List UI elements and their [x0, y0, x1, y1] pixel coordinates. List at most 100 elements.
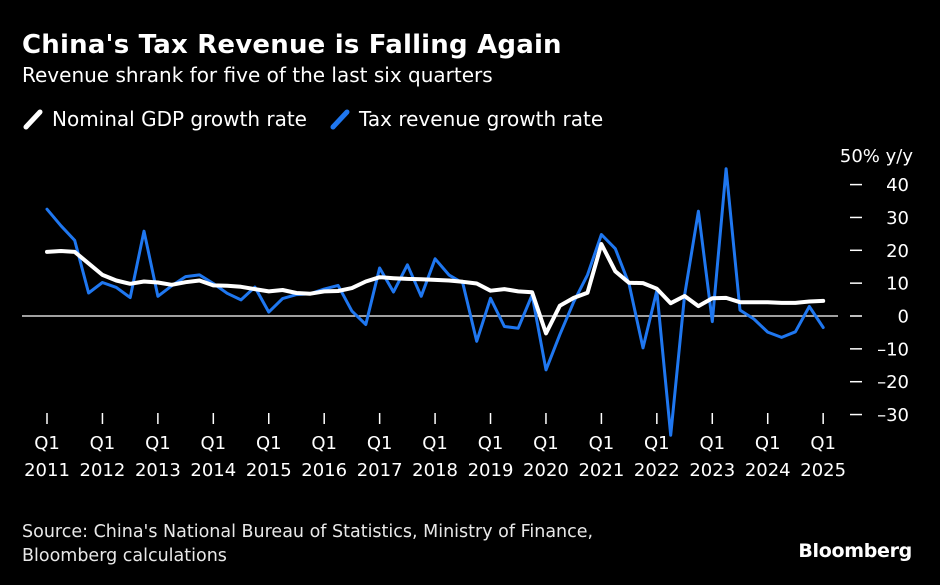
x-tick-label-year: 2011 — [24, 460, 70, 481]
data-point-gdp — [309, 293, 311, 295]
chart-subtitle: Revenue shrank for five of the last six … — [22, 63, 493, 87]
y-tick-label: 30 — [886, 208, 909, 229]
data-point-gdp — [282, 289, 284, 291]
data-point-gdp — [586, 292, 589, 294]
data-point-gdp — [517, 290, 519, 292]
data-point-gdp — [559, 305, 561, 307]
data-point-gdp — [697, 305, 700, 307]
data-point-gdp — [711, 297, 713, 299]
x-tick-label-quarter: Q1 — [644, 433, 670, 454]
data-point-tax — [614, 248, 616, 250]
data-point-gdp — [448, 279, 450, 282]
data-point-gdp — [157, 281, 159, 284]
data-point-gdp — [573, 297, 575, 299]
data-point-tax — [226, 292, 228, 294]
data-point-gdp — [101, 274, 103, 276]
y-tick-label: –20 — [877, 372, 909, 393]
y-tick-label: 0 — [898, 307, 909, 328]
data-point-gdp — [600, 243, 603, 245]
data-point-tax — [697, 210, 700, 212]
data-point-tax — [753, 318, 755, 320]
data-point-gdp — [462, 281, 464, 283]
x-tick-label-quarter: Q1 — [201, 433, 227, 454]
data-point-tax — [434, 258, 436, 260]
data-point-tax — [739, 309, 741, 311]
data-point-tax — [46, 208, 48, 210]
data-point-gdp — [684, 295, 686, 297]
legend-label-tax: Tax revenue growth rate — [358, 107, 604, 131]
data-point-tax — [157, 295, 159, 297]
data-point-gdp — [337, 290, 339, 292]
data-point-gdp — [822, 300, 824, 302]
data-point-gdp — [240, 286, 242, 288]
data-point-gdp — [642, 282, 644, 284]
data-point-tax — [642, 347, 644, 349]
data-point-gdp — [739, 301, 741, 303]
source-line-2: Bloomberg calculations — [22, 546, 227, 566]
data-point-tax — [60, 225, 62, 227]
y-axis-unit-label: 50% y/y — [840, 146, 913, 167]
data-point-gdp — [489, 290, 492, 292]
data-point-gdp — [74, 251, 76, 253]
x-tick-label-quarter: Q1 — [810, 433, 836, 454]
data-point-tax — [586, 274, 589, 276]
data-point-tax — [822, 326, 824, 329]
source-line-1: Source: China's National Bureau of Stati… — [22, 522, 594, 542]
x-tick-label-quarter: Q1 — [422, 433, 448, 454]
data-point-tax — [794, 331, 797, 333]
data-point-gdp — [212, 284, 214, 286]
x-tick-label-year: 2023 — [689, 460, 735, 481]
y-tick-label: 40 — [886, 175, 909, 196]
y-tick-label: 10 — [886, 274, 909, 295]
legend: Nominal GDP growth rate Tax revenue grow… — [22, 107, 625, 131]
source-note: Source: China's National Bureau of Stati… — [22, 520, 722, 568]
data-point-gdp — [365, 280, 367, 283]
data-point-tax — [573, 301, 575, 303]
data-point-gdp — [268, 290, 270, 292]
y-tick-label: 20 — [886, 241, 909, 262]
data-point-gdp — [503, 288, 505, 290]
data-point-tax — [198, 274, 201, 276]
data-point-gdp — [794, 302, 797, 304]
data-point-gdp — [545, 332, 547, 334]
data-point-tax — [476, 340, 478, 342]
x-tick-label-quarter: Q1 — [533, 433, 559, 454]
data-point-gdp — [808, 300, 810, 303]
x-tick-label-year: 2018 — [412, 460, 458, 481]
data-point-tax — [559, 334, 561, 336]
data-point-tax — [448, 274, 450, 276]
x-tick-label-year: 2019 — [468, 460, 514, 481]
x-tick-label-year: 2013 — [135, 460, 181, 481]
data-point-gdp — [420, 278, 422, 280]
data-point-tax — [725, 168, 727, 170]
x-tick-label-quarter: Q1 — [90, 433, 116, 454]
legend-item-gdp: Nominal GDP growth rate — [22, 107, 307, 131]
data-point-tax — [670, 434, 672, 436]
data-point-gdp — [767, 301, 769, 303]
x-tick-label-quarter: Q1 — [145, 433, 171, 454]
x-tick-label-year: 2016 — [301, 460, 347, 481]
x-tick-label-year: 2021 — [578, 460, 624, 481]
x-tick-label-year: 2015 — [246, 460, 292, 481]
x-tick-label-year: 2020 — [523, 460, 569, 481]
data-point-gdp — [781, 302, 783, 304]
legend-label-gdp: Nominal GDP growth rate — [52, 107, 307, 131]
x-tick-label-quarter: Q1 — [699, 433, 725, 454]
data-point-tax — [268, 311, 270, 313]
data-point-tax — [129, 297, 131, 299]
data-point-gdp — [614, 270, 616, 272]
data-point-tax — [365, 323, 367, 326]
data-point-tax — [600, 233, 603, 236]
legend-swatch-tax-icon — [330, 109, 350, 130]
data-point-gdp — [670, 302, 672, 304]
data-point-tax — [240, 299, 242, 301]
y-tick-label: –30 — [877, 405, 909, 426]
data-point-gdp — [323, 290, 325, 292]
x-tick-label-quarter: Q1 — [367, 433, 393, 454]
data-point-gdp — [379, 276, 381, 278]
data-point-gdp — [406, 278, 408, 280]
data-point-gdp — [434, 279, 436, 281]
data-point-tax — [781, 336, 783, 338]
chart-title: China's Tax Revenue is Falling Again — [22, 30, 562, 60]
